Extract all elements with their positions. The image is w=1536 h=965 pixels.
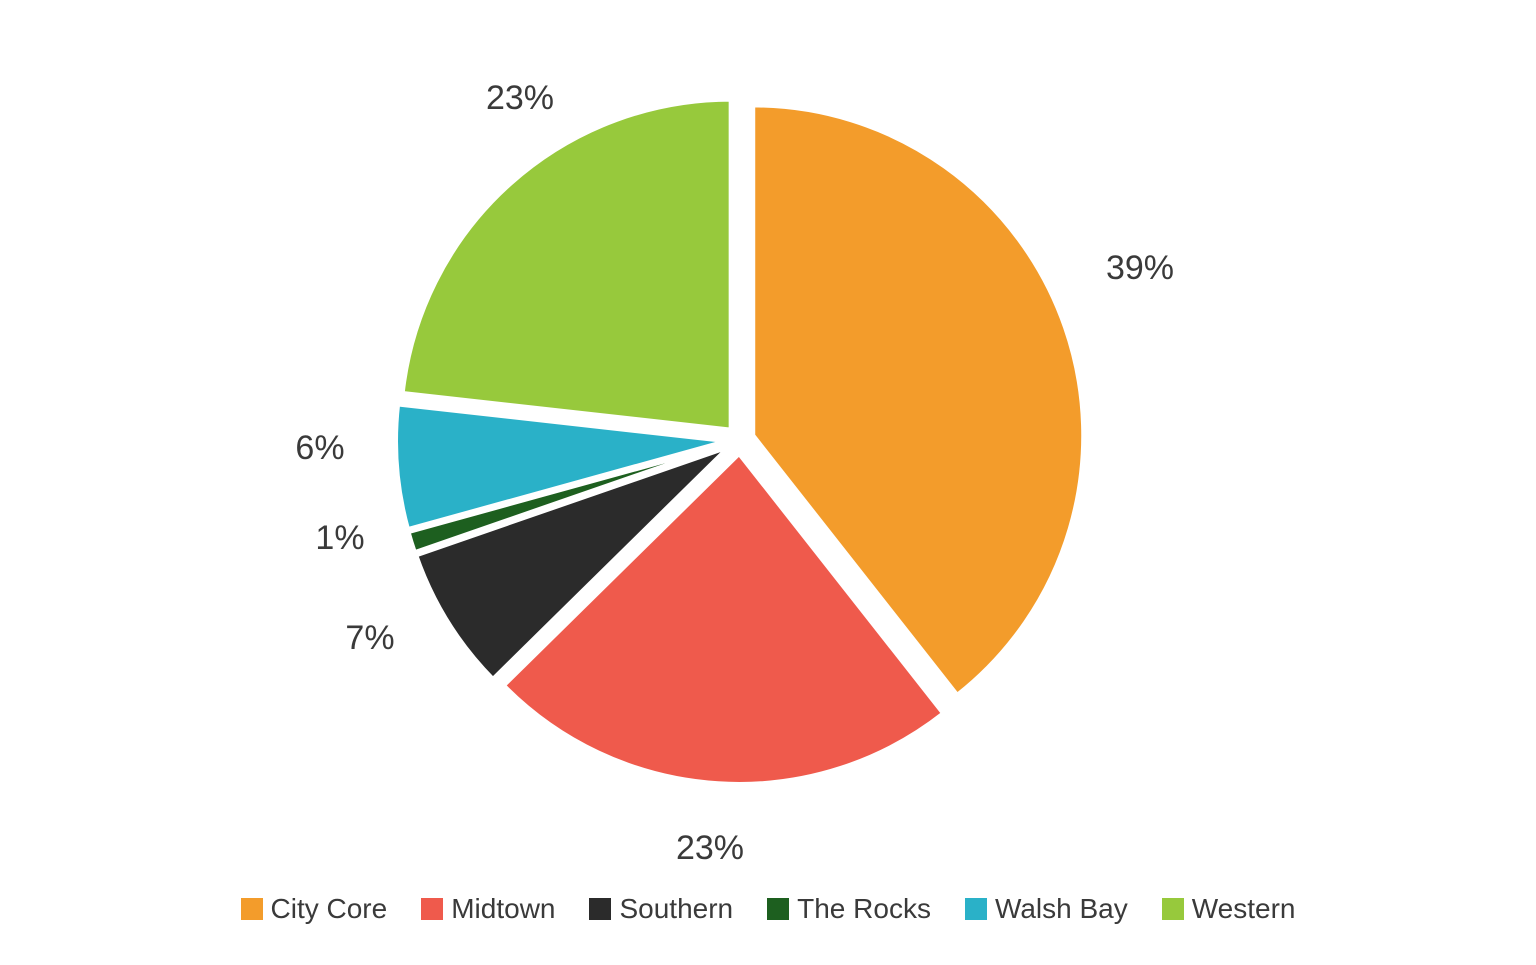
slice-label-the-rocks: 1%: [315, 519, 364, 557]
legend-swatch-icon: [767, 898, 789, 920]
legend-swatch-icon: [589, 898, 611, 920]
legend-item-western: Western: [1162, 893, 1296, 925]
slice-label-southern: 7%: [345, 619, 394, 657]
legend-item-city-core: City Core: [241, 893, 388, 925]
legend-item-midtown: Midtown: [421, 893, 555, 925]
slice-label-western: 23%: [486, 79, 554, 117]
legend-label: Midtown: [451, 893, 555, 925]
slice-label-walsh-bay: 6%: [295, 429, 344, 467]
legend-item-the-rocks: The Rocks: [767, 893, 931, 925]
legend-label: The Rocks: [797, 893, 931, 925]
pie-chart-svg: 39% 23% 7% 1% 6% 23%: [0, 0, 1536, 965]
pie-chart-container: 39% 23% 7% 1% 6% 23% City Core Midtown Southern…: [0, 0, 1536, 965]
legend-swatch-icon: [965, 898, 987, 920]
chart-legend: City Core Midtown Southern The Rocks Walsh B…: [0, 893, 1536, 925]
slice-label-midtown: 23%: [676, 829, 744, 867]
slice-label-city-core: 39%: [1106, 249, 1174, 287]
legend-label: Southern: [619, 893, 733, 925]
pie-slice-western: [403, 100, 731, 430]
legend-label: Western: [1192, 893, 1296, 925]
legend-swatch-icon: [241, 898, 263, 920]
legend-item-southern: Southern: [589, 893, 733, 925]
legend-label: City Core: [271, 893, 388, 925]
legend-swatch-icon: [1162, 898, 1184, 920]
legend-label: Walsh Bay: [995, 893, 1128, 925]
legend-item-walsh-bay: Walsh Bay: [965, 893, 1128, 925]
legend-swatch-icon: [421, 898, 443, 920]
